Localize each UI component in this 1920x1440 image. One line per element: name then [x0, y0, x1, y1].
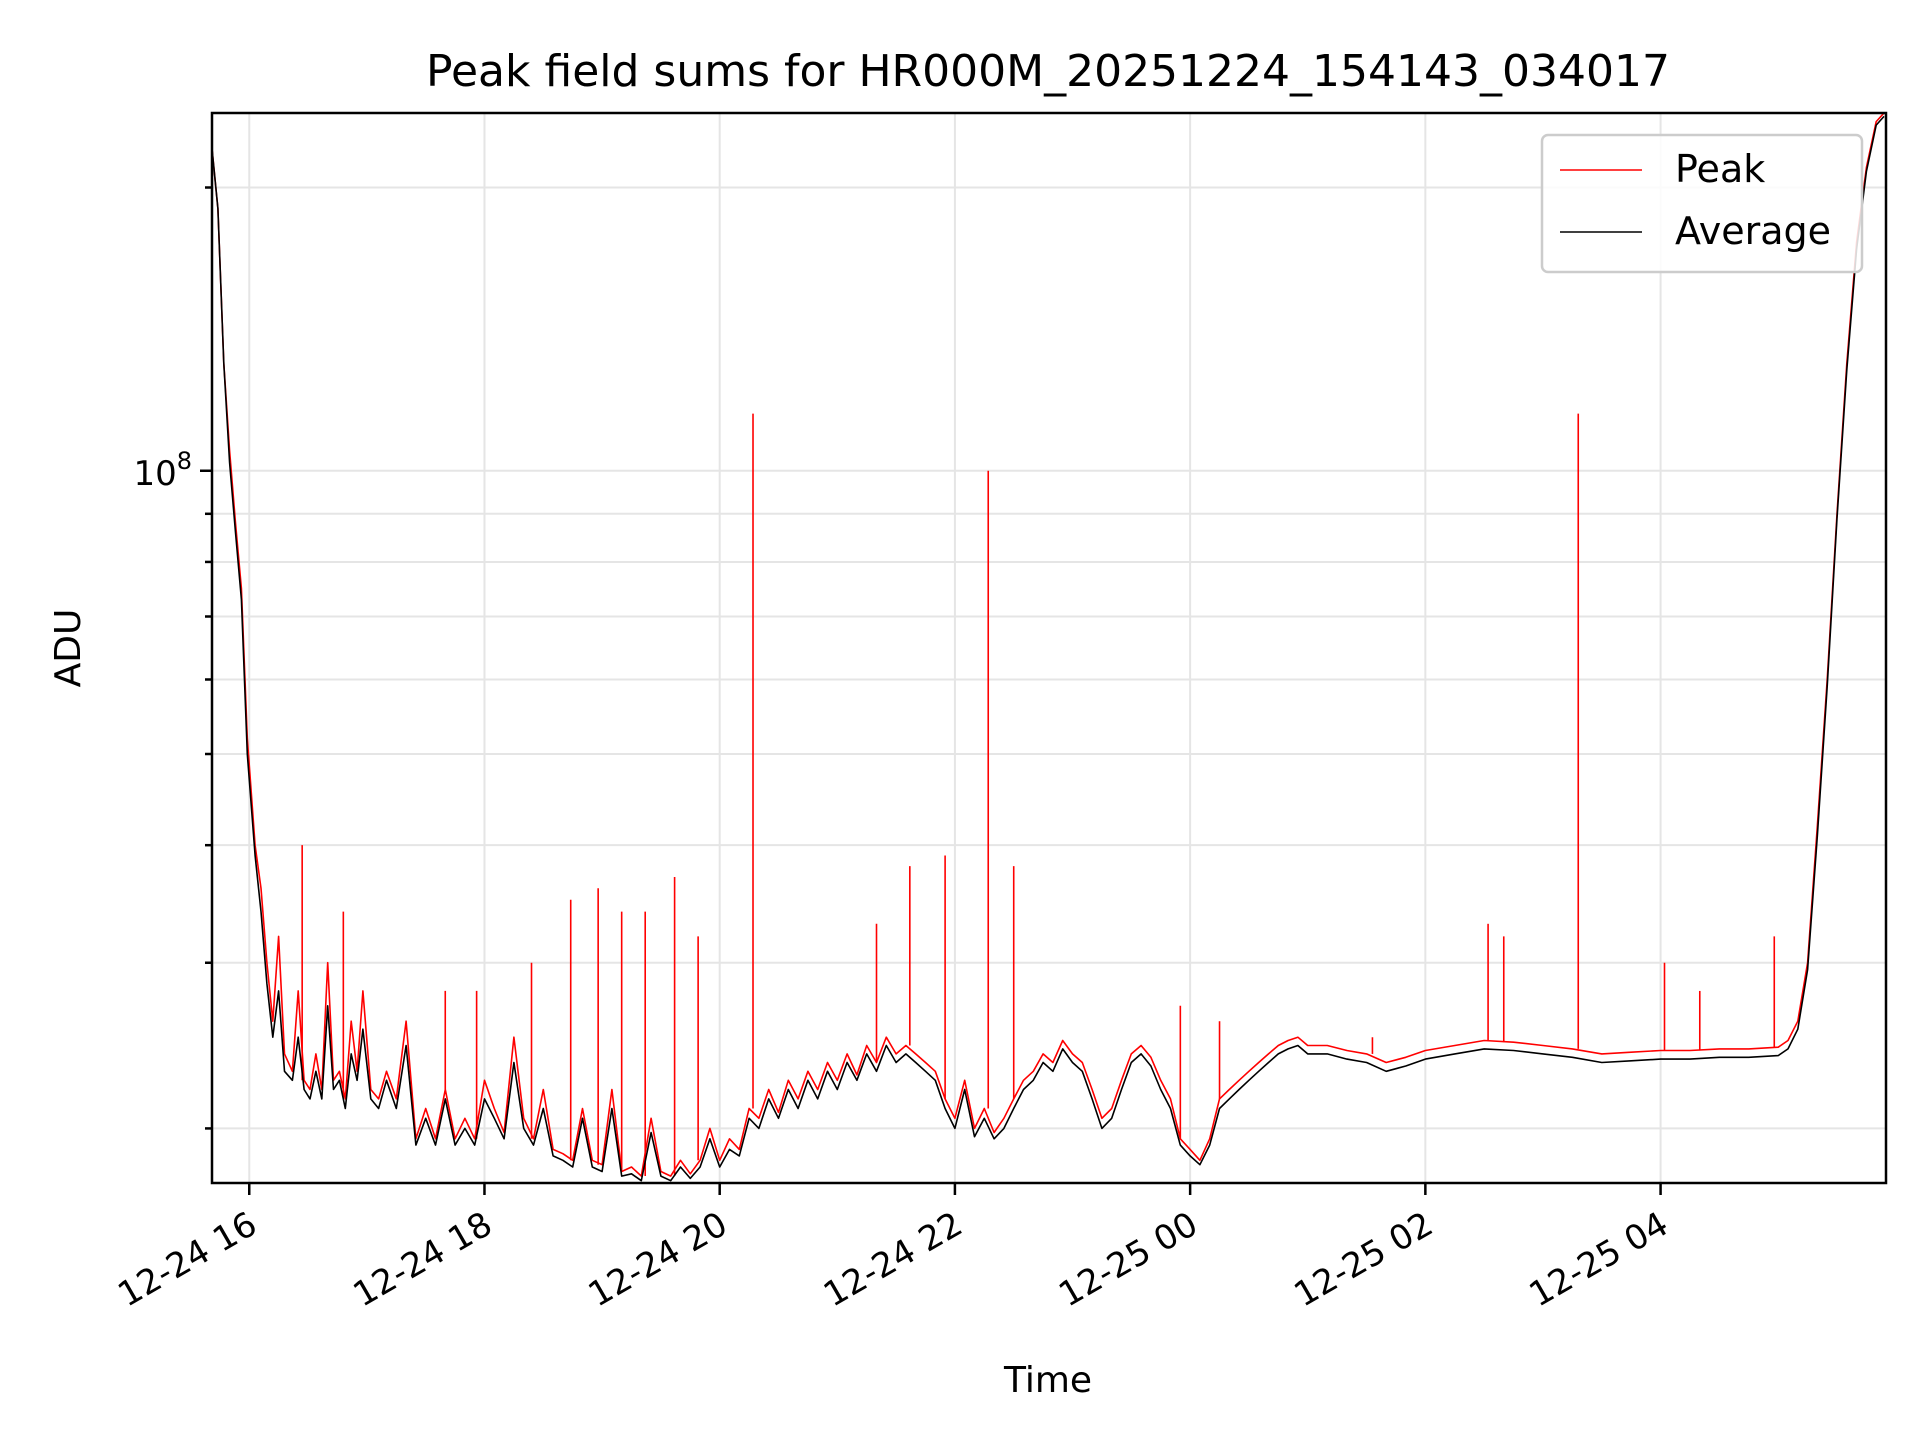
legend: Peak Average — [1540, 133, 1864, 274]
x-tick-label: 12-24 16 — [111, 1204, 263, 1315]
chart-title: Peak field sums for HR000M_20251224_1541… — [426, 46, 1670, 97]
x-tick-label: 12-24 20 — [582, 1204, 734, 1315]
plot-area: 12-24 16 12-24 18 12-24 20 12-24 22 12-25 00… — [111, 111, 1888, 1315]
plot-frame — [210, 111, 1888, 1185]
x-tick-label: 12-24 22 — [817, 1204, 969, 1315]
y-tick-label-base: 10 — [133, 454, 176, 494]
y-axis-label: ADU — [48, 609, 89, 688]
x-tick-label: 12-25 04 — [1523, 1204, 1675, 1315]
y-tick-label-exponent: 8 — [177, 447, 192, 475]
grid-lines — [212, 113, 1886, 1183]
x-tick-label: 12-24 18 — [347, 1204, 499, 1315]
series-layer — [212, 113, 1885, 1182]
legend-label-peak: Peak — [1675, 147, 1765, 191]
x-tick-label: 12-25 00 — [1052, 1204, 1204, 1315]
series-line-peak — [212, 113, 1885, 1177]
x-axis: 12-24 16 12-24 18 12-24 20 12-24 22 12-25 00… — [111, 1183, 1675, 1315]
x-axis-label: Time — [1003, 1360, 1092, 1401]
y-tick-label: 108 — [133, 447, 192, 494]
legend-label-average: Average — [1675, 209, 1831, 253]
x-tick-label: 12-25 02 — [1287, 1204, 1439, 1315]
series-line-average — [212, 115, 1885, 1182]
y-axis: 108 — [133, 186, 212, 1130]
